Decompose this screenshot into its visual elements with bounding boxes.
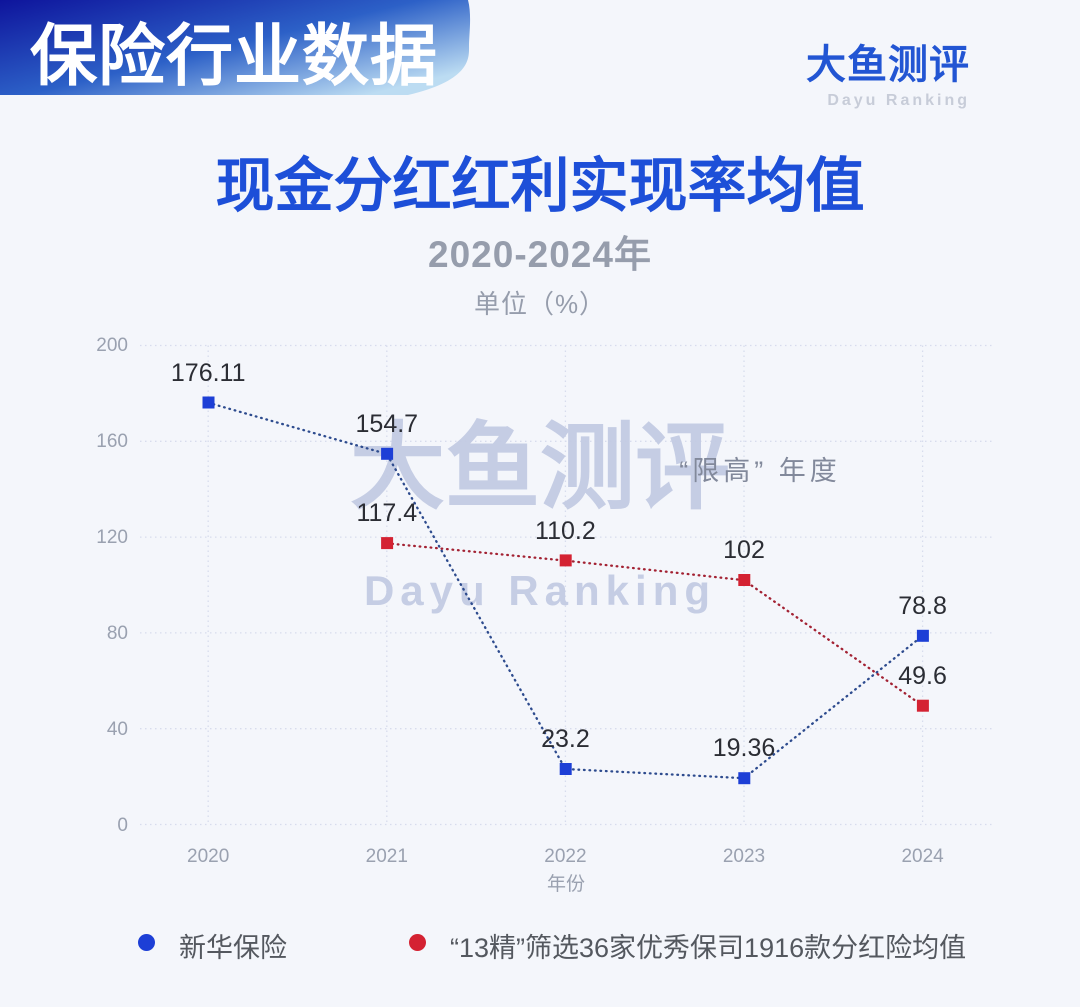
svg-text:2023: 2023 [723, 846, 765, 867]
svg-text:23.2: 23.2 [541, 725, 590, 753]
svg-text:110.2: 110.2 [535, 517, 596, 545]
svg-text:2020: 2020 [187, 846, 229, 867]
svg-text:2021: 2021 [366, 846, 408, 867]
svg-text:176.11: 176.11 [171, 359, 246, 387]
svg-text:80: 80 [107, 623, 128, 644]
svg-text:102: 102 [723, 536, 765, 564]
svg-text:154.7: 154.7 [356, 410, 419, 438]
svg-text:160: 160 [96, 431, 128, 452]
svg-text:Dayu Ranking: Dayu Ranking [364, 567, 716, 614]
svg-text:2024: 2024 [901, 846, 944, 867]
svg-text:200: 200 [96, 335, 128, 356]
svg-text:年份: 年份 [547, 873, 585, 895]
svg-text:78.8: 78.8 [898, 592, 947, 620]
svg-text:117.4: 117.4 [356, 499, 417, 527]
svg-text:“限高” 年度: “限高” 年度 [679, 456, 840, 486]
svg-text:40: 40 [107, 719, 128, 740]
svg-text:0: 0 [117, 815, 128, 836]
svg-text:2022: 2022 [544, 846, 586, 867]
svg-text:120: 120 [96, 527, 128, 548]
svg-text:49.6: 49.6 [898, 662, 947, 690]
svg-text:19.36: 19.36 [713, 734, 776, 762]
